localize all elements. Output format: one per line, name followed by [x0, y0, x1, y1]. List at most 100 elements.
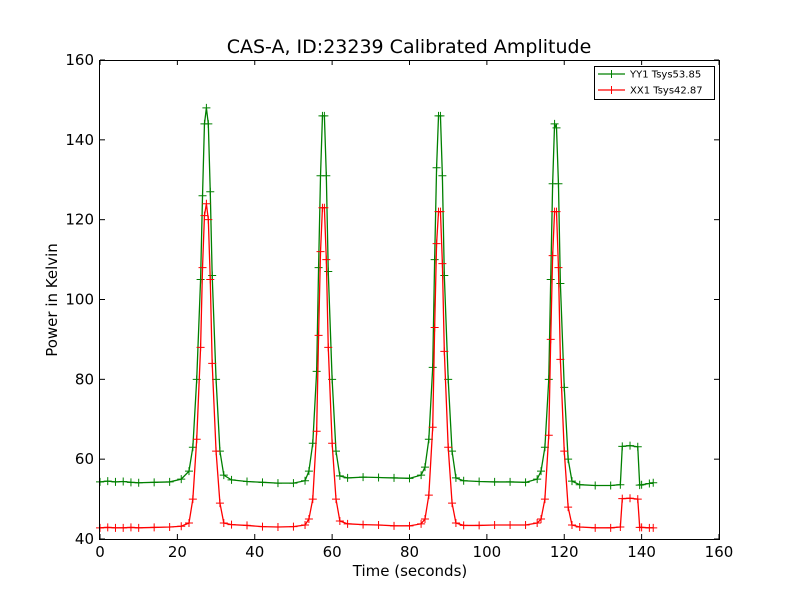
data-point — [204, 215, 213, 224]
data-point — [206, 187, 215, 196]
data-point — [645, 479, 654, 488]
data-point — [405, 474, 414, 483]
data-point — [322, 255, 331, 264]
data-point — [328, 439, 337, 448]
legend: YY1 Tsys53.85 XX1 Tsys42.87 — [594, 66, 715, 100]
data-point — [324, 267, 333, 276]
data-point — [591, 523, 600, 532]
data-point — [208, 359, 217, 368]
data-point — [537, 515, 546, 524]
data-point — [649, 478, 658, 487]
data-point — [591, 481, 600, 490]
data-point — [335, 471, 344, 480]
y-axis-label: Power in Kelvin — [43, 243, 61, 357]
data-point — [459, 476, 468, 485]
data-point — [436, 111, 445, 120]
data-point — [111, 477, 120, 486]
data-point — [273, 523, 282, 532]
data-point — [475, 521, 484, 530]
data-point — [202, 199, 211, 208]
data-point — [436, 207, 445, 216]
legend-marker-xx1 — [607, 86, 616, 94]
x-tick-label: 20 — [168, 543, 187, 561]
data-point — [227, 475, 236, 484]
data-point — [633, 442, 642, 451]
data-point — [537, 467, 546, 476]
data-point — [417, 519, 426, 528]
data-point — [335, 517, 344, 526]
data-point — [304, 515, 313, 524]
data-point — [440, 347, 449, 356]
data-point — [177, 475, 186, 484]
data-point — [343, 519, 352, 528]
data-point — [165, 477, 174, 486]
series-1 — [96, 199, 658, 532]
data-point — [390, 521, 399, 530]
data-point — [432, 239, 441, 248]
data-point — [533, 519, 542, 528]
data-point — [134, 523, 143, 532]
data-point — [438, 259, 447, 268]
data-point — [405, 521, 414, 530]
series-0 — [96, 103, 658, 490]
data-point — [616, 480, 625, 489]
data-point — [490, 477, 499, 486]
data-point — [320, 111, 329, 120]
legend-marker-yy1 — [607, 70, 616, 78]
data-point — [198, 263, 207, 272]
data-point — [374, 473, 383, 482]
data-point — [618, 494, 627, 503]
data-point — [424, 491, 433, 500]
data-point — [289, 479, 298, 488]
y-tick-label: 160 — [65, 51, 94, 69]
data-point — [359, 473, 368, 482]
data-point — [202, 103, 211, 112]
data-point — [546, 275, 555, 284]
data-point — [243, 521, 252, 530]
data-point — [459, 521, 468, 530]
legend-label-yy1: YY1 Tsys53.85 — [629, 70, 701, 81]
data-point — [324, 343, 333, 352]
data-point — [150, 478, 159, 487]
data-point — [312, 367, 321, 376]
data-point — [438, 171, 447, 180]
data-point — [567, 477, 576, 486]
data-point — [451, 519, 460, 528]
data-point — [177, 522, 186, 531]
data-point — [184, 467, 193, 476]
data-point — [119, 477, 128, 486]
data-point — [314, 331, 323, 340]
data-point — [440, 271, 449, 280]
data-point — [103, 477, 112, 486]
data-point — [111, 523, 120, 532]
data-point — [564, 503, 573, 512]
data-point — [331, 495, 340, 504]
data-point — [618, 442, 627, 451]
data-point — [219, 519, 228, 528]
x-tick-label: 120 — [550, 543, 579, 561]
data-point — [606, 481, 615, 490]
data-point — [308, 495, 317, 504]
data-point — [556, 355, 565, 364]
data-point — [150, 523, 159, 532]
data-point — [626, 441, 635, 450]
data-point — [448, 499, 457, 508]
data-point — [637, 480, 646, 489]
data-point — [322, 171, 331, 180]
data-point — [556, 279, 565, 288]
ticks-layer: 0 20 40 60 80 100 120 140 160 40 60 80 100 120 140 160 — [65, 51, 733, 561]
data-point — [475, 477, 484, 486]
data-point — [198, 191, 207, 200]
y-tick-label: 40 — [75, 530, 94, 548]
data-point — [546, 335, 555, 344]
y-tick-label: 80 — [75, 370, 94, 388]
data-point — [544, 375, 553, 384]
data-point — [188, 443, 197, 452]
data-point — [134, 478, 143, 487]
data-point — [343, 473, 352, 482]
data-point — [165, 523, 174, 532]
data-point — [554, 263, 563, 272]
data-point — [633, 495, 642, 504]
data-point — [506, 521, 515, 530]
